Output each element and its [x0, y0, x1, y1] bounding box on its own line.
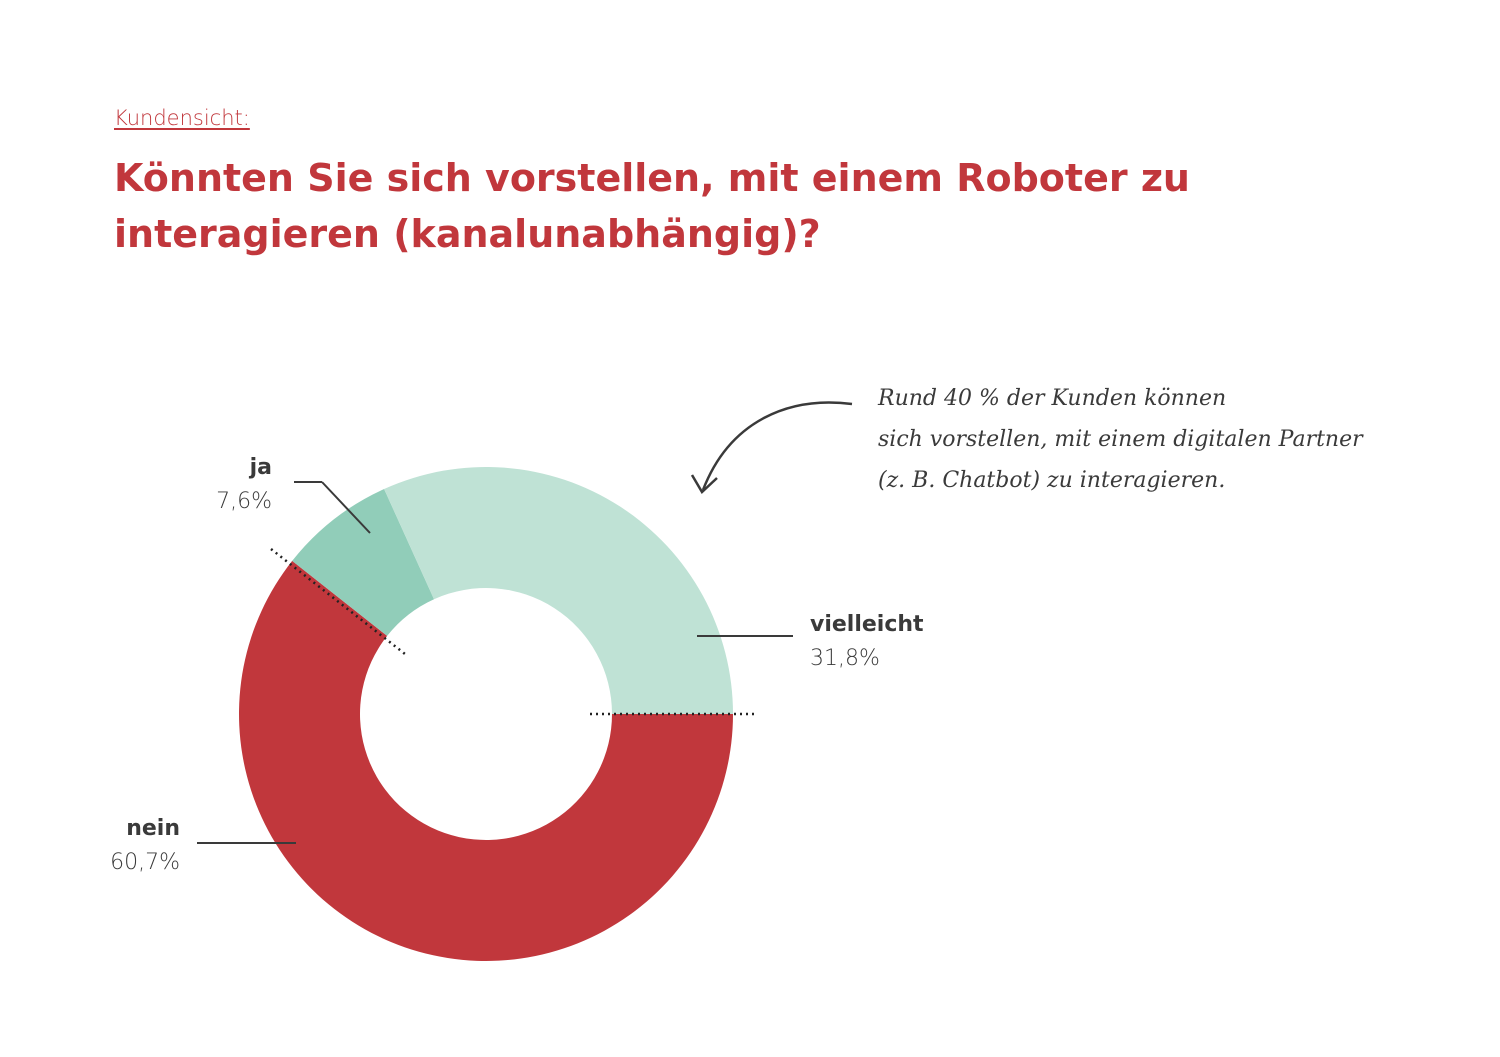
annotation-text: Rund 40 % der Kunden können sich vorstel… [878, 378, 1438, 501]
slice-vielleicht [384, 467, 733, 714]
slice-nein [238, 560, 733, 961]
slice-ja [292, 488, 435, 636]
slice-label-vielleicht: vielleicht [810, 612, 924, 637]
arrow-head-icon [690, 474, 718, 494]
slice-label-ja: ja [249, 455, 272, 480]
annotation-line-3: (z. B. Chatbot) zu interagieren. [878, 468, 1226, 493]
annotation-line-1: Rund 40 % der Kunden können [878, 386, 1227, 411]
donut-slices [238, 467, 733, 961]
page-title: Könnten Sie sich vorstellen, mit einem R… [114, 150, 1314, 262]
leader-line-ja-diagonal [321, 481, 371, 534]
slice-label-nein: nein [126, 816, 180, 841]
divider-upper-left [270, 548, 406, 655]
leader-lines [197, 481, 793, 844]
slice-value-vielleicht: 31,8% [810, 646, 880, 671]
title-line-2: interagieren (kanalunabhängig)? [114, 212, 821, 256]
kicker-label: Kundensicht: [114, 106, 250, 130]
title-line-1: Könnten Sie sich vorstellen, mit einem R… [114, 156, 1190, 200]
slice-value-ja: 7,6% [216, 489, 272, 514]
arrow-icon [701, 401, 853, 491]
slice-value-nein: 60,7% [110, 850, 180, 875]
annotation-line-2: sich vorstellen, mit einem digitalen Par… [878, 427, 1363, 452]
slice-dividers [270, 548, 757, 716]
